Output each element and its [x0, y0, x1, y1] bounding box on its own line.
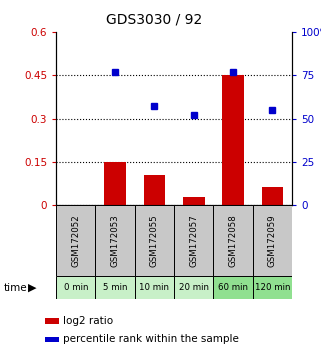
- Bar: [95, 276, 135, 299]
- Text: GSM172059: GSM172059: [268, 215, 277, 267]
- Bar: [144, 175, 165, 205]
- Bar: [213, 276, 253, 299]
- Text: 0 min: 0 min: [64, 283, 88, 292]
- Text: log2 ratio: log2 ratio: [63, 316, 113, 326]
- Bar: [174, 276, 213, 299]
- Text: GSM172055: GSM172055: [150, 214, 159, 267]
- Bar: [56, 276, 95, 299]
- Bar: [213, 205, 253, 276]
- Text: GSM172052: GSM172052: [71, 214, 80, 267]
- Text: GSM172058: GSM172058: [229, 214, 238, 267]
- Bar: [262, 187, 283, 205]
- Text: 120 min: 120 min: [255, 283, 290, 292]
- Bar: [253, 205, 292, 276]
- Bar: [174, 205, 213, 276]
- Text: GSM172057: GSM172057: [189, 214, 198, 267]
- Bar: [45, 318, 59, 324]
- Bar: [253, 276, 292, 299]
- Text: percentile rank within the sample: percentile rank within the sample: [63, 335, 239, 344]
- Text: GDS3030 / 92: GDS3030 / 92: [106, 12, 202, 27]
- Text: ▶: ▶: [28, 282, 36, 293]
- Text: 5 min: 5 min: [103, 283, 127, 292]
- Bar: [135, 205, 174, 276]
- Bar: [56, 205, 95, 276]
- Text: 10 min: 10 min: [140, 283, 169, 292]
- Text: time: time: [3, 282, 27, 293]
- Bar: [95, 205, 135, 276]
- Bar: [135, 276, 174, 299]
- Bar: [45, 337, 59, 342]
- Text: 60 min: 60 min: [218, 283, 248, 292]
- Bar: [104, 162, 126, 205]
- Bar: [183, 197, 204, 205]
- Text: 20 min: 20 min: [179, 283, 209, 292]
- Text: GSM172053: GSM172053: [111, 214, 120, 267]
- Bar: [222, 75, 244, 205]
